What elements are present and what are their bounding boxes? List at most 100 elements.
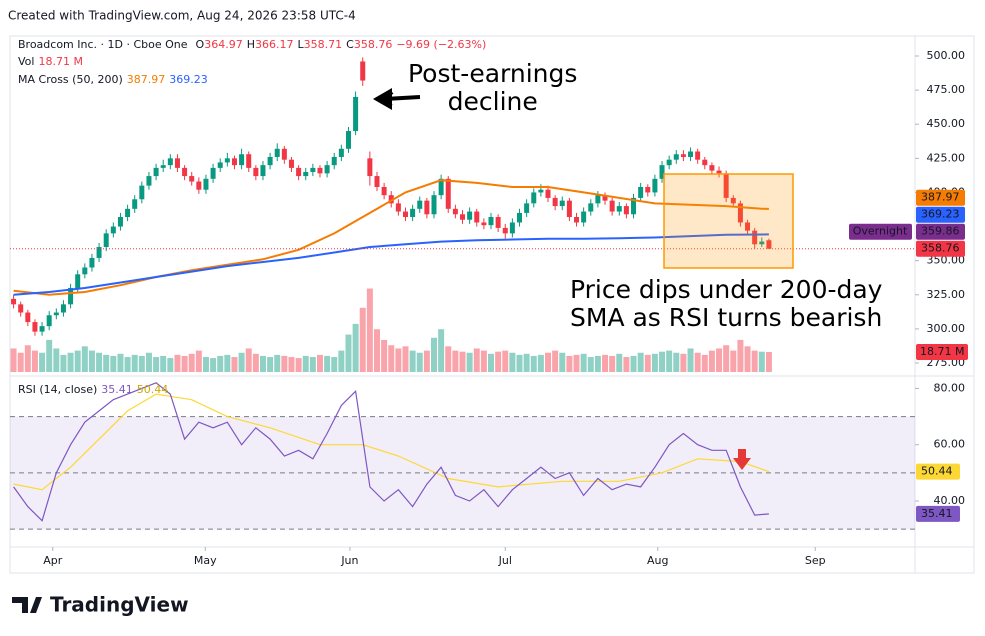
volume-bar <box>381 339 388 372</box>
candle-body <box>167 158 173 166</box>
volume-bar <box>666 350 673 372</box>
volume-bar <box>402 346 409 372</box>
volume-bar <box>452 350 459 372</box>
volume-bar <box>224 354 231 372</box>
candle-body <box>445 178 451 209</box>
candle-body <box>602 195 608 201</box>
x-tick-label: Sep <box>805 554 826 567</box>
candle-body <box>552 197 558 207</box>
candle-body <box>410 208 416 218</box>
candle-body <box>474 211 480 223</box>
candle-body <box>574 217 580 223</box>
candle-body <box>82 267 88 275</box>
volume-bar <box>103 354 110 372</box>
candle-body <box>296 167 302 177</box>
x-tick-label: Aug <box>647 554 668 567</box>
volume-bar <box>594 355 601 372</box>
candle-body <box>324 165 330 174</box>
candle-body <box>495 217 501 228</box>
volume-bar <box>217 355 224 372</box>
volume-bar <box>202 357 209 372</box>
candle-body <box>695 151 701 160</box>
logo-mark <box>12 597 42 613</box>
volume-bar <box>153 357 160 372</box>
candle-body <box>488 217 494 226</box>
volume-bar <box>651 353 658 372</box>
y-tick-label: 350.00 <box>927 254 966 267</box>
candle-body <box>566 200 572 218</box>
candle-body <box>160 165 166 168</box>
candle-body <box>702 159 708 166</box>
header: Created with TradingView.com, Aug 24, 20… <box>8 9 356 23</box>
volume-bar <box>388 345 395 372</box>
candle-body <box>531 192 537 204</box>
volume-bar <box>545 352 552 372</box>
volume-bar <box>160 355 167 372</box>
volume-bar <box>210 358 217 372</box>
candle-body <box>388 195 394 204</box>
price-tag <box>916 240 965 257</box>
candle-body <box>32 322 38 332</box>
volume-bar <box>758 351 765 372</box>
candle-body <box>545 189 551 198</box>
volume-bar <box>309 357 316 372</box>
candle-body <box>224 158 230 163</box>
volume-bar <box>673 352 680 372</box>
highlight-box <box>663 173 794 269</box>
volume-bar <box>737 339 744 372</box>
volume-bar <box>609 355 616 372</box>
annotation-line: decline <box>447 87 538 116</box>
price-tag <box>916 189 965 206</box>
candle-body <box>60 304 66 313</box>
volume-bar <box>587 357 594 372</box>
volume-bar <box>331 357 338 372</box>
volume-bar <box>765 351 772 372</box>
candle-body <box>132 199 138 209</box>
candle-body <box>267 156 273 166</box>
volume-bar <box>181 355 188 372</box>
candle-body <box>737 203 743 223</box>
volume-bar <box>67 352 74 372</box>
symbol: Broadcom Inc. · 1D · Cboe One <box>18 38 188 51</box>
candle-body <box>110 226 116 234</box>
rsi-ma-value: 50.44 <box>136 383 169 396</box>
rsi-label: RSI (14, close) <box>18 383 98 396</box>
rsi-tick-label: 40.00 <box>934 494 966 507</box>
volume-bar <box>110 355 117 372</box>
candle-body <box>745 222 751 231</box>
volume-bar <box>174 354 181 372</box>
volume-bar <box>659 351 666 372</box>
frame <box>9 35 975 574</box>
annotation-line: SMA as RSI turns bearish <box>570 303 883 332</box>
candle-body <box>502 227 508 234</box>
volume-bar <box>416 352 423 372</box>
y-tick-label: 500.00 <box>927 49 966 62</box>
candle-body <box>11 298 17 305</box>
overnight-label: Overnight <box>853 225 908 238</box>
candle-body <box>424 200 430 215</box>
volume-bar <box>473 348 480 372</box>
candle-body <box>89 257 95 268</box>
ohlc-label: H <box>246 38 255 51</box>
candle-body <box>203 178 209 190</box>
candle-body <box>25 312 31 323</box>
candle-body <box>46 315 52 327</box>
volume-bar <box>523 353 530 372</box>
candle-body <box>288 159 294 168</box>
volume-bar <box>480 350 487 372</box>
volume-bar <box>131 354 138 372</box>
candle-body <box>260 165 266 177</box>
volume-bar <box>96 352 103 372</box>
volume-bar <box>637 352 644 372</box>
candle-body <box>517 212 523 223</box>
annotation-arrowhead <box>373 88 392 110</box>
volume-bar <box>723 345 730 372</box>
volume-bar <box>509 352 516 372</box>
candle-body <box>759 241 765 245</box>
ohlc-value: 358.71 <box>303 38 343 51</box>
price-tag-label: 358.76 <box>921 242 960 255</box>
candle-body <box>559 200 565 207</box>
candle-body <box>666 159 672 166</box>
candle-body <box>139 185 145 200</box>
candle-body <box>331 156 337 166</box>
